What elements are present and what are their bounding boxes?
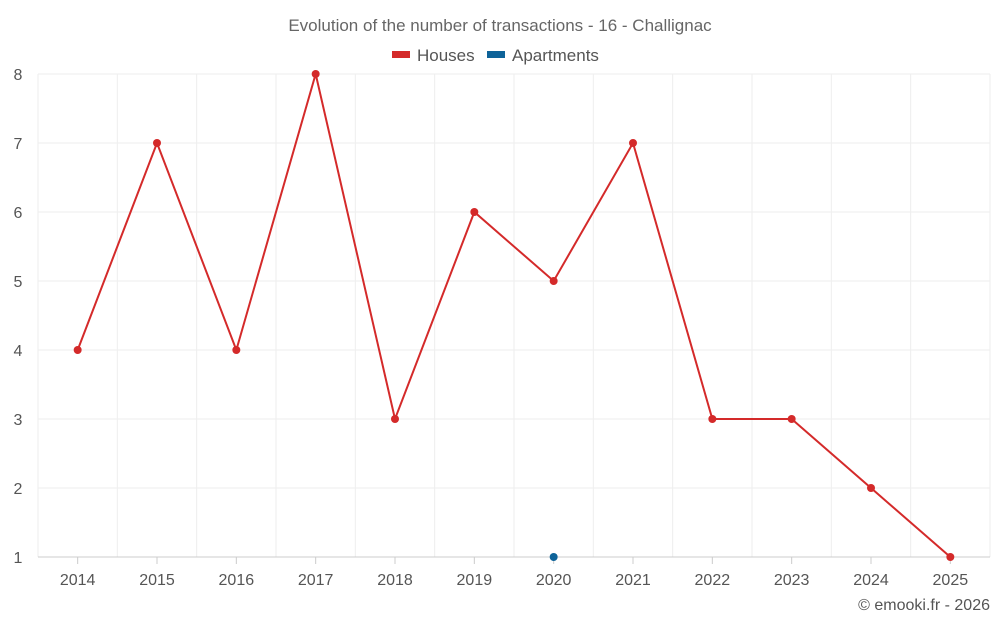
y-tick-label: 8: [14, 67, 23, 84]
data-point-apartments[interactable]: [549, 553, 558, 561]
data-point-houses[interactable]: [470, 208, 479, 216]
chart-title: Evolution of the number of transactions …: [288, 16, 712, 35]
data-point-houses[interactable]: [946, 553, 955, 561]
data-point-houses[interactable]: [73, 346, 82, 354]
data-point-houses[interactable]: [549, 277, 558, 285]
data-point-houses[interactable]: [311, 70, 320, 78]
x-tick-label: 2015: [139, 572, 175, 589]
x-tick-label: 2018: [377, 572, 413, 589]
x-tick-label: 2025: [933, 572, 969, 589]
data-point-houses[interactable]: [787, 415, 796, 423]
x-tick-label: 2020: [536, 572, 572, 589]
y-tick-label: 2: [14, 481, 23, 498]
data-point-houses[interactable]: [153, 139, 161, 147]
x-tick-label: 2016: [219, 572, 255, 589]
data-point-houses[interactable]: [391, 415, 399, 423]
x-tick-label: 2021: [615, 572, 651, 589]
legend-swatch-houses: [392, 51, 410, 58]
x-tick-label: 2017: [298, 572, 334, 589]
data-point-houses[interactable]: [629, 139, 637, 147]
legend-label-apartments[interactable]: Apartments: [512, 46, 599, 65]
y-tick-label: 3: [14, 412, 23, 429]
y-tick-label: 7: [14, 136, 23, 153]
legend-label-houses[interactable]: Houses: [417, 46, 475, 65]
y-tick-label: 6: [14, 205, 23, 222]
credit-text: © emooki.fr - 2026: [858, 597, 990, 614]
y-tick-label: 5: [14, 274, 23, 291]
y-tick-label: 4: [14, 343, 23, 360]
y-tick-label: 1: [14, 550, 23, 567]
x-tick-label: 2022: [695, 572, 731, 589]
legend: Houses Apartments: [392, 46, 599, 65]
data-point-houses[interactable]: [708, 415, 717, 423]
x-tick-label: 2014: [60, 572, 96, 589]
x-tick-label: 2024: [853, 572, 889, 589]
data-point-houses[interactable]: [867, 484, 875, 492]
data-point-houses[interactable]: [232, 346, 241, 354]
legend-swatch-apartments: [487, 51, 505, 58]
x-tick-label: 2019: [457, 572, 493, 589]
x-tick-label: 2023: [774, 572, 810, 589]
series-line-houses: [76, 70, 951, 558]
